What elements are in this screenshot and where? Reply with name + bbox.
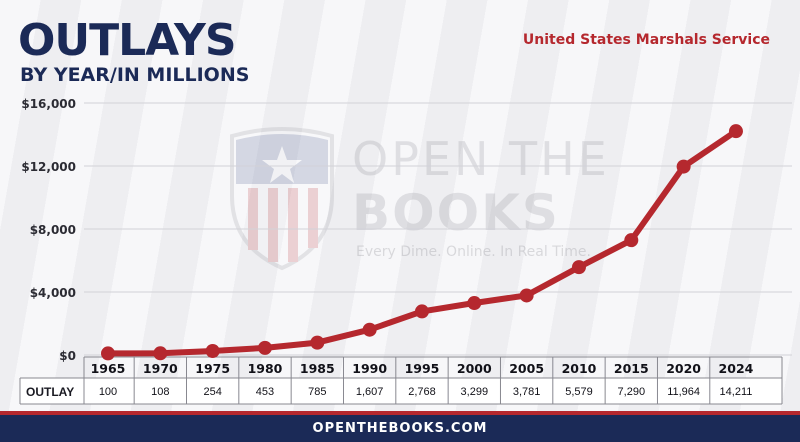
x-tick-label: 2024	[719, 361, 754, 376]
data-label: 5,579	[565, 386, 593, 398]
data-table: OUTLAY 1965 100 1970 108 1975 254 1980 453 1985 78…	[19, 356, 783, 405]
y-tick-label: $12,000	[21, 160, 76, 174]
table-value-row-bg	[20, 378, 782, 404]
data-label: 785	[308, 386, 326, 398]
table-row-label: OUTLAY	[26, 385, 74, 399]
x-tick-label: 1995	[405, 361, 440, 376]
x-tick-label: 2020	[666, 361, 701, 376]
x-tick-label: 2000	[457, 361, 492, 376]
data-point	[153, 346, 168, 361]
x-tick-label: 2005	[509, 361, 544, 376]
gridlines	[84, 102, 792, 356]
y-tick-label: $8,000	[30, 223, 76, 237]
footer-site-link[interactable]: OPENTHEBOOKS.COM	[0, 415, 800, 442]
series-line-outlay	[105, 128, 739, 357]
chart-subtitle: BY YEAR/IN MILLIONS	[20, 64, 250, 86]
y-tick-label: $4,000	[30, 286, 76, 300]
data-label: 100	[99, 386, 117, 398]
data-point	[571, 260, 586, 275]
data-point	[519, 288, 534, 303]
x-tick-label: 1975	[195, 361, 230, 376]
data-point	[101, 346, 115, 361]
x-tick-label: 1980	[248, 361, 283, 376]
data-point	[310, 335, 325, 350]
data-points	[101, 124, 743, 361]
data-label: 108	[151, 386, 169, 398]
data-point	[624, 233, 639, 248]
data-point	[362, 322, 377, 337]
chart-title: OUTLAYS	[18, 15, 237, 66]
x-tick-label: 2015	[614, 361, 649, 376]
data-label: 14,211	[720, 386, 753, 398]
y-axis-ticks: $0 $4,000 $8,000 $12,000 $16,000	[21, 97, 76, 363]
data-point	[676, 159, 691, 174]
data-label: 2,768	[408, 386, 436, 398]
footer-accent-bar	[0, 411, 800, 415]
data-point	[205, 343, 220, 358]
data-point	[467, 296, 482, 311]
y-tick-label: $16,000	[21, 97, 76, 111]
agency-label: United States Marshals Service	[522, 32, 770, 48]
data-label: 254	[203, 386, 221, 398]
x-tick-label: 2010	[562, 361, 597, 376]
data-label: 1,607	[356, 386, 384, 398]
x-tick-label: 1970	[143, 361, 178, 376]
data-label: 11,964	[667, 386, 700, 398]
data-point	[728, 124, 743, 139]
x-tick-label: 1985	[300, 361, 335, 376]
data-label: 7,290	[618, 386, 646, 398]
data-label: 3,299	[461, 386, 489, 398]
data-point	[414, 304, 429, 319]
y-tick-label: $0	[59, 349, 76, 363]
data-label: 3,781	[513, 386, 541, 398]
data-label: 453	[256, 386, 274, 398]
x-tick-label: 1965	[91, 361, 126, 376]
x-tick-label: 1990	[352, 361, 387, 376]
data-point	[257, 340, 272, 355]
